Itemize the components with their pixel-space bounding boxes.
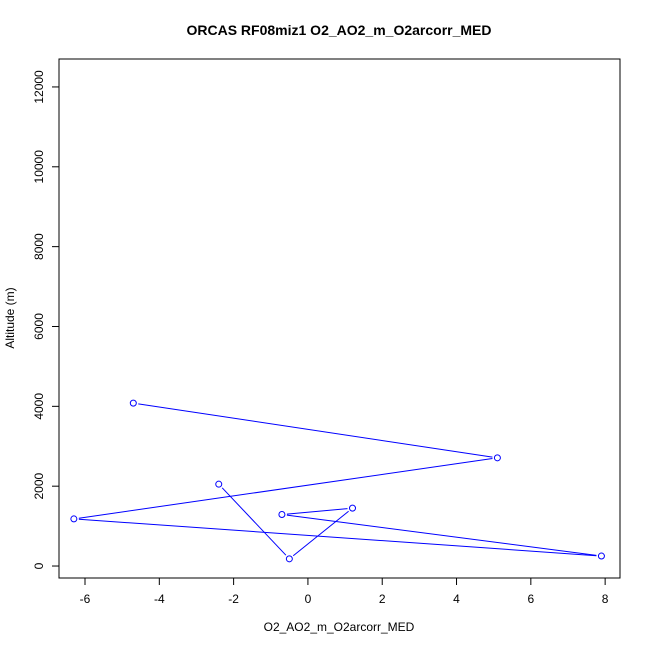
data-point [285, 555, 293, 563]
data-point [278, 511, 286, 519]
series-line-segment [138, 403, 493, 458]
data-point [349, 504, 357, 512]
x-axis-label: O2_AO2_m_O2arcorr_MED [264, 620, 415, 634]
series-layer [70, 399, 605, 563]
series-line-segment [292, 510, 349, 557]
y-tick-label: 2000 [32, 473, 46, 500]
x-tick-label: -4 [154, 592, 165, 606]
x-tick-label: 8 [602, 592, 609, 606]
y-tick-label: 8000 [32, 233, 46, 260]
series-line-segment [221, 487, 287, 556]
y-tick-label: 10000 [32, 150, 46, 184]
series-line-segment [286, 508, 348, 515]
series-line-segment [78, 458, 493, 519]
data-point [129, 399, 137, 407]
data-point [70, 515, 78, 523]
x-tick-label: 6 [527, 592, 534, 606]
y-axis-label: Altitude (m) [3, 287, 17, 348]
x-tick-label: 4 [453, 592, 460, 606]
y-axis: 0 2000 4000 6000 8000 10000 12000 [32, 70, 60, 569]
y-tick-label: 4000 [32, 393, 46, 420]
x-tick-label: -6 [80, 592, 91, 606]
y-tick-label: 12000 [32, 70, 46, 104]
series-line-segment [78, 518, 597, 557]
y-tick-label: 0 [32, 562, 46, 569]
x-tick-label: 2 [379, 592, 386, 606]
data-point [215, 480, 223, 488]
x-tick-label: 0 [305, 592, 312, 606]
x-axis: -6 -4 -2 0 2 4 6 8 [80, 577, 609, 606]
data-point [597, 552, 605, 560]
series-line-segment [286, 514, 597, 556]
x-tick-label: -2 [228, 592, 239, 606]
y-tick-label: 6000 [32, 313, 46, 340]
chart-title: ORCAS RF08miz1 O2_AO2_m_O2arcorr_MED [186, 22, 491, 38]
data-point [493, 454, 501, 462]
